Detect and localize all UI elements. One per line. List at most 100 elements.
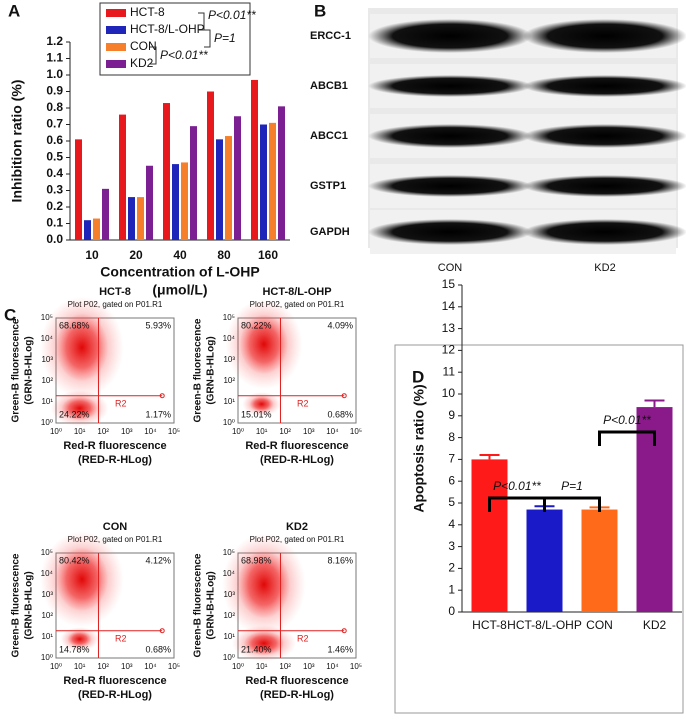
x-axis-label: Concentration of L-OHP — [100, 264, 259, 280]
x-tick-label: CON — [586, 618, 613, 632]
x-axis-label: (RED-R-HLog) — [260, 454, 334, 466]
quadrant-percent: 1.46% — [327, 644, 353, 654]
panel-label: B — [314, 1, 326, 20]
y-tick-label: 10¹ — [223, 632, 235, 641]
y-tick-label: 10¹ — [223, 397, 235, 406]
x-tick-label: 10⁵ — [168, 662, 180, 671]
bar — [137, 197, 144, 240]
bar — [102, 188, 109, 240]
density-cluster — [249, 396, 274, 413]
bar — [269, 122, 276, 240]
gate-label: R2 — [297, 398, 309, 408]
x-tick-label: HCT-8/L-OHP — [507, 618, 582, 632]
x-tick-label: 10¹ — [256, 662, 268, 671]
y-tick-label: 11 — [443, 364, 456, 378]
x-tick-label: 160 — [258, 248, 278, 262]
x-tick-label: 20 — [129, 248, 143, 262]
plot-title: CON — [103, 521, 128, 533]
panel-label: C — [4, 305, 16, 324]
bar — [260, 124, 267, 240]
y-tick-label: 10¹ — [41, 632, 53, 641]
annotation: P=1 — [561, 479, 583, 493]
y-tick-label: 10² — [41, 376, 53, 385]
bar — [146, 165, 153, 240]
y-tick-label: 1 — [448, 582, 455, 596]
blot-band — [523, 19, 686, 53]
blot-band — [368, 124, 532, 148]
y-tick-label: 4 — [448, 517, 455, 531]
plot-subtitle: Plot P02, gated on P01.R1 — [250, 535, 345, 544]
x-axis-label: Red-R fluorescence — [245, 440, 348, 452]
gate-handle — [341, 628, 347, 634]
y-tick-label: 0.1 — [46, 216, 63, 230]
annotation: P<0.01** — [208, 8, 256, 22]
density-cluster — [239, 314, 288, 375]
quadrant-percent: 4.12% — [145, 555, 171, 565]
y-axis-label: (GRN-B-HLog) — [24, 571, 35, 639]
legend-label: CON — [130, 39, 157, 53]
annotation: P<0.01** — [493, 479, 541, 493]
y-tick-label: 9 — [448, 408, 455, 422]
y-tick-label: 10⁰ — [223, 653, 235, 662]
x-tick-label: 10⁰ — [50, 662, 62, 671]
bracket — [150, 46, 157, 65]
x-tick-label: 10⁴ — [144, 662, 157, 671]
y-tick-label: 10³ — [41, 355, 53, 364]
bar — [234, 116, 241, 240]
panel-frame — [394, 344, 684, 714]
y-tick-label: 10⁰ — [223, 418, 235, 427]
lane-label: CON — [438, 262, 463, 274]
y-axis-label: Green-B fluorescence — [193, 318, 204, 422]
annotation: P<0.01** — [160, 48, 208, 62]
bar — [581, 509, 618, 612]
legend-swatch — [106, 26, 126, 34]
quadrant-percent: 68.68% — [59, 320, 90, 330]
x-tick-label: 10² — [97, 662, 109, 671]
bar — [75, 139, 82, 240]
panel-label: A — [8, 1, 20, 20]
row-label: ERCC-1 — [310, 30, 351, 42]
x-axis-label: (μmol/L) — [152, 282, 207, 298]
y-tick-label: 10¹ — [41, 397, 53, 406]
y-tick-label: 0 — [448, 604, 455, 618]
y-tick-label: 13 — [442, 321, 456, 335]
y-tick-label: 10⁰ — [41, 653, 53, 662]
x-tick-label: 10⁴ — [144, 427, 157, 436]
y-tick-label: 2 — [448, 561, 455, 575]
x-tick-label: 10³ — [121, 427, 133, 436]
legend-swatch — [106, 43, 126, 51]
y-tick-label: 10³ — [223, 590, 235, 599]
plot-subtitle: Plot P02, gated on P01.R1 — [68, 535, 163, 544]
x-tick-label: 10² — [279, 662, 291, 671]
x-axis-label: Red-R fluorescence — [63, 440, 166, 452]
bar — [225, 136, 232, 240]
quadrant-percent: 15.01% — [241, 409, 272, 419]
density-cluster — [67, 631, 92, 648]
x-tick-label: 10³ — [121, 662, 133, 671]
y-tick-label: 10⁰ — [41, 418, 53, 427]
bracket — [204, 29, 211, 48]
y-axis-label: (GRN-B-HLog) — [206, 336, 217, 404]
x-tick-label: 10³ — [303, 427, 315, 436]
y-tick-label: 10⁵ — [41, 313, 53, 322]
y-tick-label: 7 — [448, 452, 455, 466]
y-tick-label: 1.2 — [46, 34, 63, 48]
legend-label: KD2 — [130, 56, 154, 70]
y-tick-label: 12 — [442, 343, 456, 357]
quadrant-percent: 1.17% — [145, 409, 171, 419]
y-axis-label: (GRN-B-HLog) — [206, 571, 217, 639]
quadrant-percent: 68.98% — [241, 555, 272, 565]
y-tick-label: 0.7 — [46, 117, 63, 131]
x-axis-label: (RED-R-HLog) — [78, 689, 152, 701]
x-tick-label: KD2 — [643, 618, 667, 632]
quadrant-percent: 5.93% — [145, 320, 171, 330]
plot-subtitle: Plot P02, gated on P01.R1 — [250, 300, 345, 309]
y-tick-label: 10³ — [41, 590, 53, 599]
x-tick-label: 40 — [173, 248, 187, 262]
y-tick-label: 6 — [448, 473, 455, 487]
y-tick-label: 0.8 — [46, 100, 63, 114]
bar — [251, 79, 258, 240]
y-tick-label: 1.0 — [46, 67, 63, 81]
x-tick-label: HCT-8 — [472, 618, 507, 632]
